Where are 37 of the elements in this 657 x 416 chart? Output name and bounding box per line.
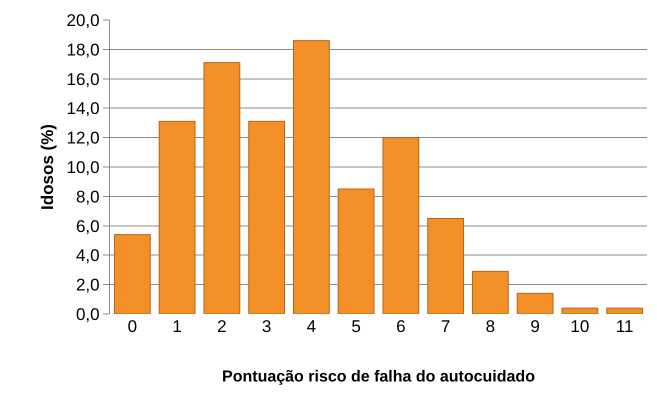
bar	[248, 120, 286, 314]
bar	[114, 234, 151, 314]
bar	[516, 292, 554, 314]
bar	[292, 40, 330, 314]
bar	[338, 188, 375, 314]
bar	[427, 218, 464, 314]
y-tick-label: 4,0	[76, 246, 100, 266]
x-tick-label: 8	[486, 317, 496, 336]
y-tick-label: 16,0	[66, 70, 100, 89]
x-tick-label: 6	[396, 317, 406, 336]
bar	[382, 137, 420, 314]
x-tick-label: 2	[217, 317, 227, 336]
y-tick-label: 8,0	[76, 187, 100, 206]
y-tick-label: 0,0	[76, 304, 100, 324]
x-tick-label: 10	[570, 317, 590, 336]
y-axis-title: Idosos (%)	[38, 124, 58, 210]
y-tick-label: 18,0	[66, 40, 100, 60]
x-tick-label: 0	[128, 317, 138, 336]
y-tick-label: 20,0	[66, 10, 100, 30]
x-tick-label: 11	[616, 317, 634, 336]
x-tick-label: 3	[262, 317, 272, 336]
x-axis-title: Pontuação risco de falha do autocuidado	[222, 368, 536, 386]
bar	[203, 62, 240, 314]
bar	[561, 308, 598, 314]
x-tick-label: 1	[172, 317, 182, 336]
y-tick-label: 14,0	[66, 99, 100, 118]
y-tick-label: 12,0	[66, 128, 100, 148]
bar	[158, 120, 196, 314]
x-tick-label: 9	[530, 317, 540, 336]
y-tick-label: 10,0	[66, 158, 100, 177]
bar	[606, 308, 644, 314]
bar	[472, 270, 509, 314]
x-tick-label: 4	[306, 317, 316, 336]
y-tick-label: 6,0	[76, 216, 100, 236]
y-tick-label: 2,0	[76, 276, 100, 295]
x-tick-label: 5	[351, 317, 361, 336]
x-tick-label: 7	[440, 317, 450, 336]
